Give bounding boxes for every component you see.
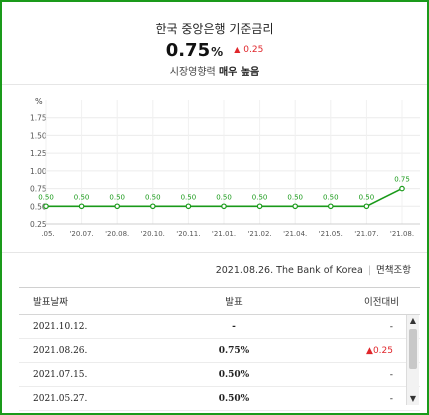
source-row: 2021.08.26. The Bank of Korea | 면책조항 xyxy=(216,262,411,276)
y-axis-label: % xyxy=(35,97,43,106)
data-label: 0.50 xyxy=(109,193,125,201)
row-value: - xyxy=(232,321,236,332)
data-point xyxy=(399,185,405,192)
row-value: 0.75% xyxy=(218,345,250,356)
row-value: 0.50% xyxy=(218,369,250,380)
data-label: 0.50 xyxy=(252,193,268,201)
x-tick-label: '20.10. xyxy=(141,230,165,238)
data-point xyxy=(78,203,85,210)
data-label: 0.50 xyxy=(181,193,197,201)
rate-value: 0.75 xyxy=(165,40,211,61)
header-date: 발표날짜 xyxy=(33,297,68,308)
rate-row: 0.75% ▲ 0.25 xyxy=(2,40,427,61)
data-label: 0.50 xyxy=(74,193,90,201)
table-row: 2021.05.27. 0.50% - xyxy=(19,387,420,411)
rate-change: ▲ 0.25 xyxy=(234,45,263,55)
row-change: ▲0.25 xyxy=(309,346,401,356)
table-row: 2021.07.15. 0.50% - xyxy=(19,363,420,387)
divider xyxy=(2,252,427,253)
row-change-value: 0.25 xyxy=(372,345,393,356)
data-point xyxy=(256,203,263,210)
y-tick-label: 1.25 xyxy=(30,149,47,158)
triangle-up-icon: ▲ xyxy=(366,345,373,356)
data-point xyxy=(114,203,121,210)
data-label: 0.50 xyxy=(323,193,339,201)
x-tick-label: '20.11. xyxy=(176,230,200,238)
scroll-up-icon[interactable]: ▲ xyxy=(409,316,417,325)
row-date: 2021.07.15. xyxy=(33,369,88,380)
line-chart: %0.250.500.751.001.251.501.75.05. '20.07.… xyxy=(30,97,420,238)
data-point xyxy=(221,203,227,210)
data-point xyxy=(43,203,49,210)
table-header: 발표날짜 발표 이전대비 xyxy=(19,288,420,315)
x-tick-label: '21.02. xyxy=(247,230,271,238)
data-label: 0.50 xyxy=(216,193,232,201)
x-tick-label: '20.08. xyxy=(105,230,129,238)
y-tick-label: 1.00 xyxy=(30,167,47,176)
page-title: 한국 중앙은행 기준금리 xyxy=(155,22,274,36)
data-label: 0.50 xyxy=(38,193,54,201)
market-impact: 시장영향력 매우 높음 xyxy=(2,63,427,78)
data-label: 0.50 xyxy=(359,193,375,201)
data-point xyxy=(292,203,299,210)
history-table: 발표날짜 발표 이전대비 2021.10.12. - - 2021.08.26.… xyxy=(19,287,420,411)
rate-change-value: 0.25 xyxy=(243,45,264,55)
y-tick-label: 1.50 xyxy=(30,131,47,140)
scroll-thumb[interactable] xyxy=(409,329,417,369)
triangle-up-icon: ▲ xyxy=(234,45,241,54)
row-change: - xyxy=(389,393,393,404)
data-point xyxy=(363,203,370,210)
x-tick-label: '21.01. xyxy=(212,230,236,238)
row-date: 2021.10.12. xyxy=(33,321,88,332)
scroll-down-icon[interactable]: ▼ xyxy=(409,394,417,403)
x-tick-label: '21.07. xyxy=(354,230,378,238)
data-point xyxy=(185,203,192,210)
divider xyxy=(2,84,427,85)
row-date: 2021.05.27. xyxy=(33,393,88,404)
data-point xyxy=(327,203,334,210)
x-tick-label: '21.05. xyxy=(319,230,343,238)
table-row: 2021.10.12. - - xyxy=(19,315,420,339)
rate-unit: % xyxy=(211,45,224,59)
x-tick-label: '20.07. xyxy=(69,230,93,238)
row-change: - xyxy=(389,369,393,380)
data-label: 0.50 xyxy=(287,193,303,201)
row-change: - xyxy=(389,321,393,332)
separator: | xyxy=(367,265,372,276)
y-tick-label: 1.75 xyxy=(30,114,47,123)
y-tick-label: 0.75 xyxy=(30,185,47,194)
data-label: 0.75 xyxy=(394,176,410,184)
row-date: 2021.08.26. xyxy=(33,345,88,356)
x-tick-label: '21.04. xyxy=(283,230,307,238)
source-date: 2021.08.26. The Bank of Korea xyxy=(215,265,363,276)
table-row: 2021.08.26. 0.75% ▲0.25 xyxy=(19,339,420,363)
header-change: 이전대비 xyxy=(364,297,399,308)
disclaimer-link[interactable]: 면책조항 xyxy=(376,265,411,276)
table-scrollbar[interactable]: ▲ ▼ xyxy=(406,315,419,405)
market-impact-level: 매우 높음 xyxy=(218,67,260,78)
market-impact-label: 시장영향력 xyxy=(169,67,216,78)
chart: % 0.25 0.50 0.75 1.00 1.25 1.50 1.75.05. '20.07.… xyxy=(2,86,427,246)
header-actual: 발표 xyxy=(225,297,243,308)
y-tick-label: 0.25 xyxy=(30,220,47,229)
x-tick-label: .05. xyxy=(41,230,54,238)
row-value: 0.50% xyxy=(218,393,250,404)
x-tick-label: '21.08. xyxy=(390,230,414,238)
data-label: 0.50 xyxy=(145,193,161,201)
data-point xyxy=(150,203,156,210)
y-tick-label: 0.50 xyxy=(30,202,47,211)
